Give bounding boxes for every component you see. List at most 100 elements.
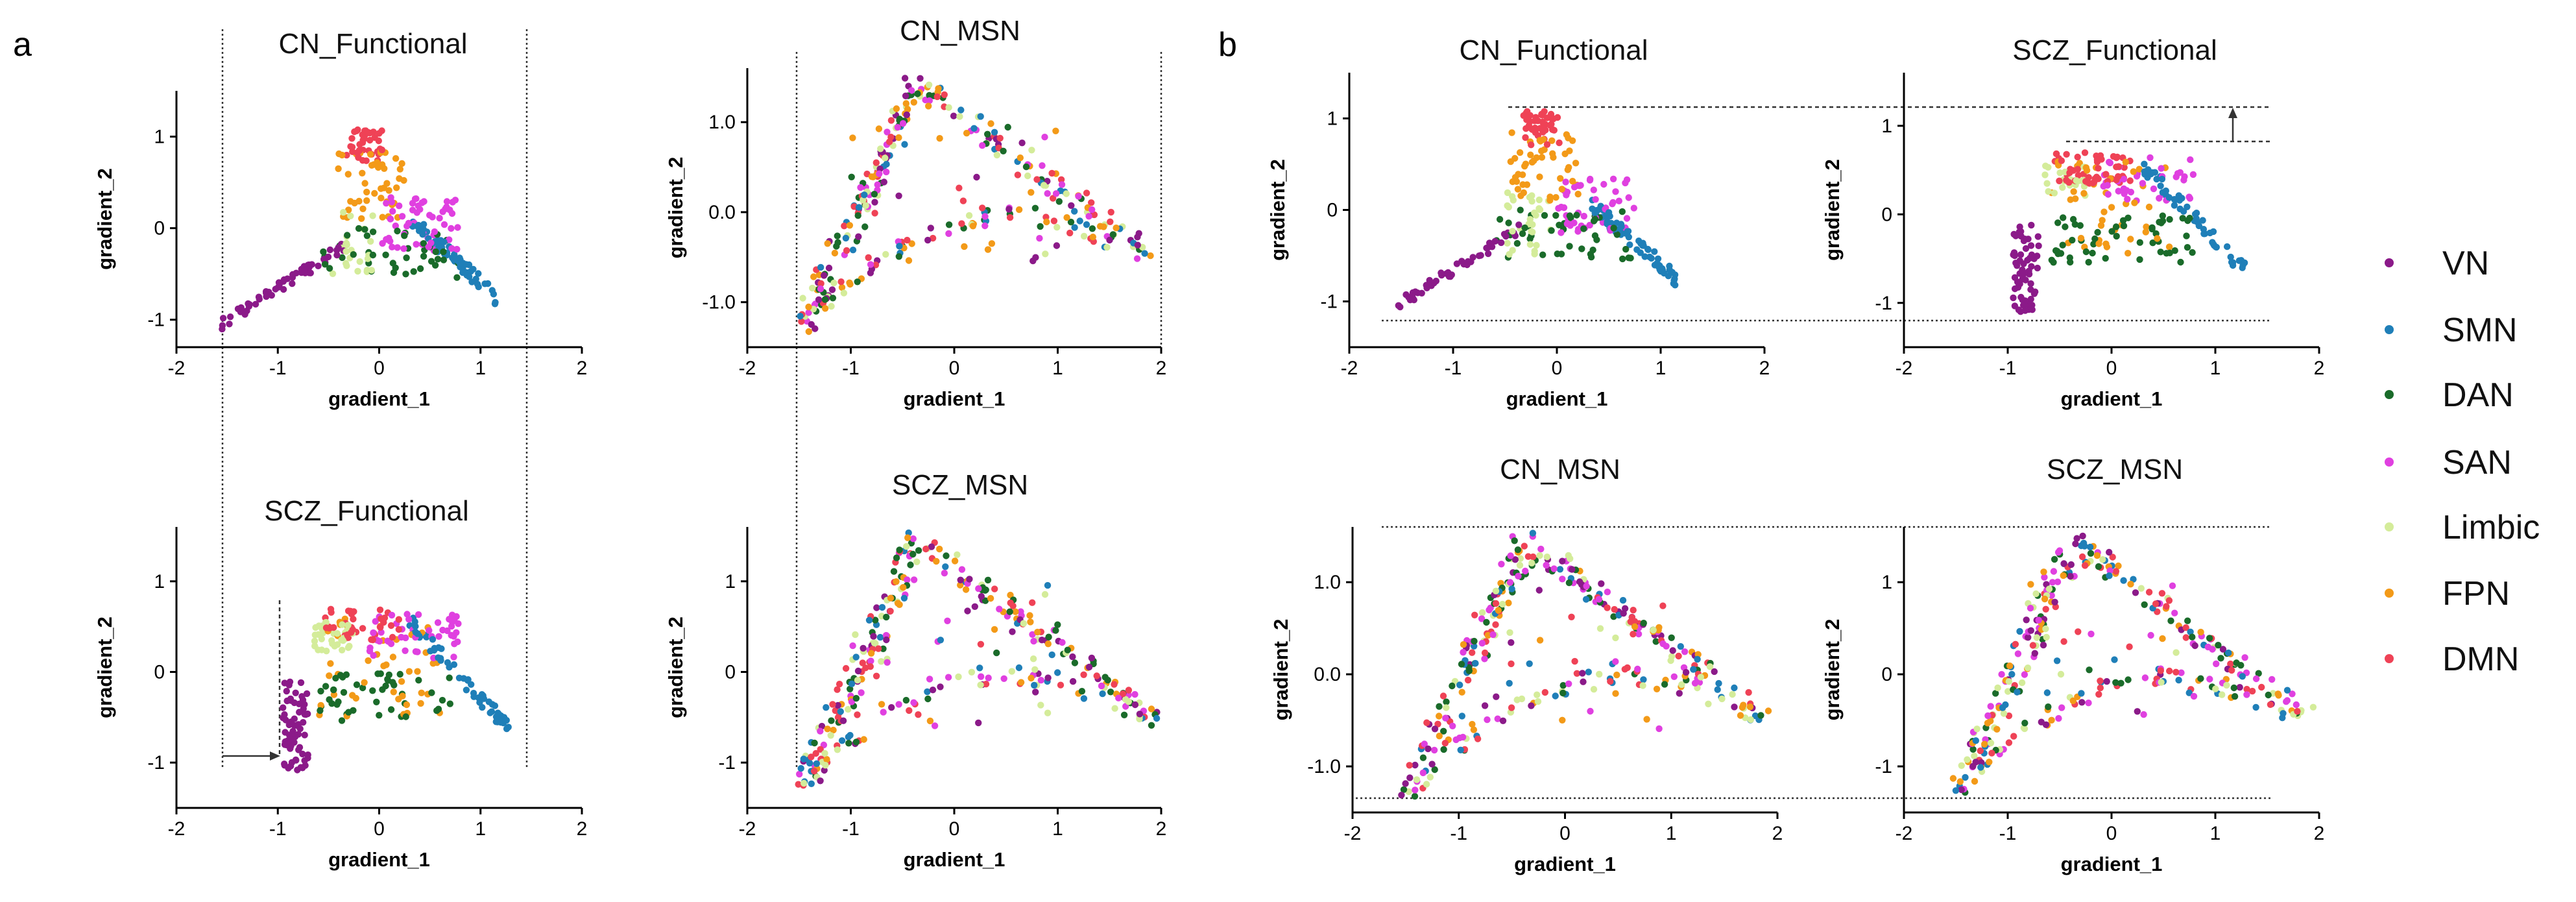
data-point xyxy=(1141,250,1148,257)
x-axis-label: gradient_1 xyxy=(1514,853,1616,875)
data-point xyxy=(1548,126,1556,133)
data-point xyxy=(431,262,439,269)
data-point xyxy=(2149,224,2156,231)
data-point xyxy=(1505,219,1512,226)
data-point xyxy=(1623,215,1631,222)
data-point xyxy=(854,278,861,286)
data-point xyxy=(1052,627,1059,634)
data-point xyxy=(871,191,878,198)
data-point xyxy=(2053,657,2061,664)
data-point xyxy=(296,709,303,716)
data-point xyxy=(2184,244,2191,251)
data-point xyxy=(2054,578,2062,585)
data-point xyxy=(905,257,913,264)
y-tick-label: 0 xyxy=(725,661,736,683)
data-point xyxy=(2080,189,2088,197)
data-point xyxy=(982,681,990,688)
data-point xyxy=(1436,713,1443,720)
data-point xyxy=(875,125,883,132)
data-point xyxy=(901,75,909,82)
data-point xyxy=(2159,635,2166,642)
legend-item-smn: SMN xyxy=(2385,311,2518,349)
data-point xyxy=(914,90,921,97)
scatter-plot-a-scz-func: SCZ_Functional -2 -1 0 1 2 -1 0 1 gradient_1 gradi… xyxy=(93,495,587,871)
data-point xyxy=(1064,646,1072,653)
data-point xyxy=(2219,646,2227,653)
data-point xyxy=(2241,259,2248,267)
data-point xyxy=(332,674,339,682)
data-point xyxy=(2095,165,2102,172)
data-point xyxy=(847,685,854,693)
data-point xyxy=(2079,532,2086,540)
data-point xyxy=(800,779,808,787)
data-point xyxy=(2136,256,2143,263)
data-point xyxy=(2063,151,2070,158)
data-point xyxy=(1402,780,1409,787)
data-point xyxy=(901,141,908,148)
data-point xyxy=(1048,651,1055,659)
data-point xyxy=(2040,568,2047,576)
data-point xyxy=(1057,681,1065,689)
data-point xyxy=(868,173,876,180)
legend-marker-san xyxy=(2385,457,2394,467)
data-point xyxy=(910,99,918,106)
data-point xyxy=(1590,186,1597,193)
data-point xyxy=(2166,667,2173,675)
data-point xyxy=(2071,221,2078,228)
legend-marker-dan xyxy=(2385,390,2394,399)
data-point xyxy=(872,616,879,624)
data-point xyxy=(1031,681,1038,689)
data-point xyxy=(301,701,308,708)
data-point xyxy=(2269,676,2276,683)
data-point xyxy=(1659,266,1666,273)
data-point xyxy=(1536,173,1543,180)
data-point xyxy=(888,704,895,711)
x-axis-label: gradient_1 xyxy=(904,387,1005,410)
data-point xyxy=(1131,701,1139,709)
data-point xyxy=(1526,193,1534,201)
data-point xyxy=(1516,149,1524,156)
data-point xyxy=(1517,555,1524,562)
data-point xyxy=(2032,590,2040,598)
data-point xyxy=(1425,745,1432,753)
data-point xyxy=(2136,239,2143,246)
data-point xyxy=(2141,674,2149,681)
data-point xyxy=(1041,182,1048,189)
data-point xyxy=(1529,126,1536,133)
data-point xyxy=(1098,682,1105,690)
data-point xyxy=(1419,769,1426,777)
panel-label-a: a xyxy=(13,26,32,64)
data-point xyxy=(2041,595,2049,603)
data-point xyxy=(417,700,424,707)
data-point xyxy=(1508,704,1515,711)
data-point xyxy=(841,223,848,230)
data-point xyxy=(1504,189,1511,197)
data-point xyxy=(1536,637,1544,644)
data-point xyxy=(2042,625,2049,633)
data-point xyxy=(2050,568,2058,575)
data-point xyxy=(322,683,330,690)
data-point xyxy=(268,291,275,299)
data-point xyxy=(369,636,376,644)
data-point xyxy=(276,281,283,288)
data-point xyxy=(1655,626,1662,634)
data-point xyxy=(340,689,348,696)
data-point xyxy=(944,617,951,624)
data-point xyxy=(1478,609,1486,616)
data-point xyxy=(1090,211,1098,219)
data-point xyxy=(993,649,1000,657)
data-point xyxy=(1622,245,1630,253)
data-point xyxy=(1015,664,1023,672)
data-point xyxy=(2054,219,2062,226)
panel-a-guides xyxy=(221,29,1162,769)
data-point xyxy=(1528,158,1536,166)
data-point xyxy=(440,256,448,263)
data-point xyxy=(1043,218,1050,226)
data-point xyxy=(817,746,824,753)
data-point xyxy=(2280,710,2287,717)
data-point xyxy=(996,134,1004,142)
data-point xyxy=(988,240,996,247)
data-point xyxy=(895,701,902,708)
data-point xyxy=(503,725,511,733)
data-point xyxy=(852,653,860,661)
